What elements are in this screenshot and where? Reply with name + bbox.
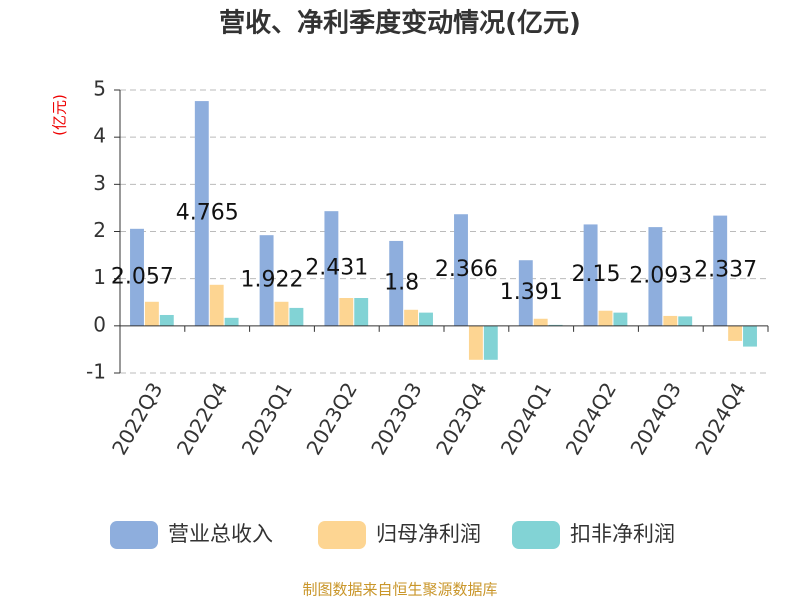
data-label: 2.057 [111,264,174,289]
data-label: 2.431 [305,256,368,281]
bar [289,307,304,326]
chart-title: 营收、净利季度变动情况(亿元) [219,8,581,39]
data-label: 2.337 [694,258,757,283]
bar [419,312,433,326]
legend-label: 营业总收入 [168,522,273,546]
legend-swatch [512,521,560,549]
bar [324,211,339,326]
y-tick-label: 4 [93,124,106,148]
data-label: 4.765 [176,200,239,225]
bar [533,318,548,326]
x-tick-label: 2024Q3 [625,378,685,459]
x-tick-label: 2022Q3 [107,378,167,459]
x-tick-label: 2024Q4 [690,378,750,459]
x-tick-label: 2023Q3 [366,378,426,459]
bar [648,227,663,326]
bar [483,325,498,360]
bar [209,284,224,326]
bar [713,215,728,326]
y-tick-label: 1 [93,265,106,289]
y-tick-label: 5 [93,77,106,101]
bar [728,325,743,341]
bar [468,325,483,360]
legend-label: 扣非净利润 [570,522,675,546]
bar [130,228,144,326]
bar [454,214,468,326]
data-label: 1.8 [384,270,419,295]
y-axis-label: (亿元) [51,94,69,136]
data-label: 2.093 [629,263,692,288]
bar [144,301,159,326]
bar [354,298,369,326]
bar [613,312,628,326]
bar [224,317,239,326]
bar [663,315,678,326]
legend-label: 归母净利润 [376,522,481,546]
bar [274,301,289,326]
x-tick-label: 2022Q4 [172,378,232,459]
bar [598,310,613,326]
bar [743,325,757,347]
bar [518,260,533,326]
data-label: 2.15 [572,262,621,287]
bar [159,314,174,326]
bar [194,101,209,326]
x-tick-label: 2023Q2 [301,378,361,459]
x-tick-label: 2023Q1 [237,378,297,459]
bar [583,224,598,326]
legend-swatch [110,521,158,549]
bar [259,235,274,326]
data-label: 1.922 [241,268,304,293]
data-label: 2.366 [435,257,498,282]
source: 制图数据来自恒生聚源数据库 [302,581,497,599]
x-tick-label: 2024Q1 [496,378,556,459]
bar [389,240,404,326]
x-tick-label: 2024Q2 [561,378,621,459]
bar [339,298,354,326]
bar [404,309,419,326]
y-tick-label: 3 [93,171,106,195]
x-tick-label: 2023Q4 [431,378,491,459]
y-tick-label: 2 [93,218,106,242]
legend-swatch [318,521,366,549]
y-tick-label: 0 [93,312,106,336]
y-tick-label: -1 [86,360,106,384]
bar [678,316,693,326]
data-label: 1.391 [500,280,563,305]
